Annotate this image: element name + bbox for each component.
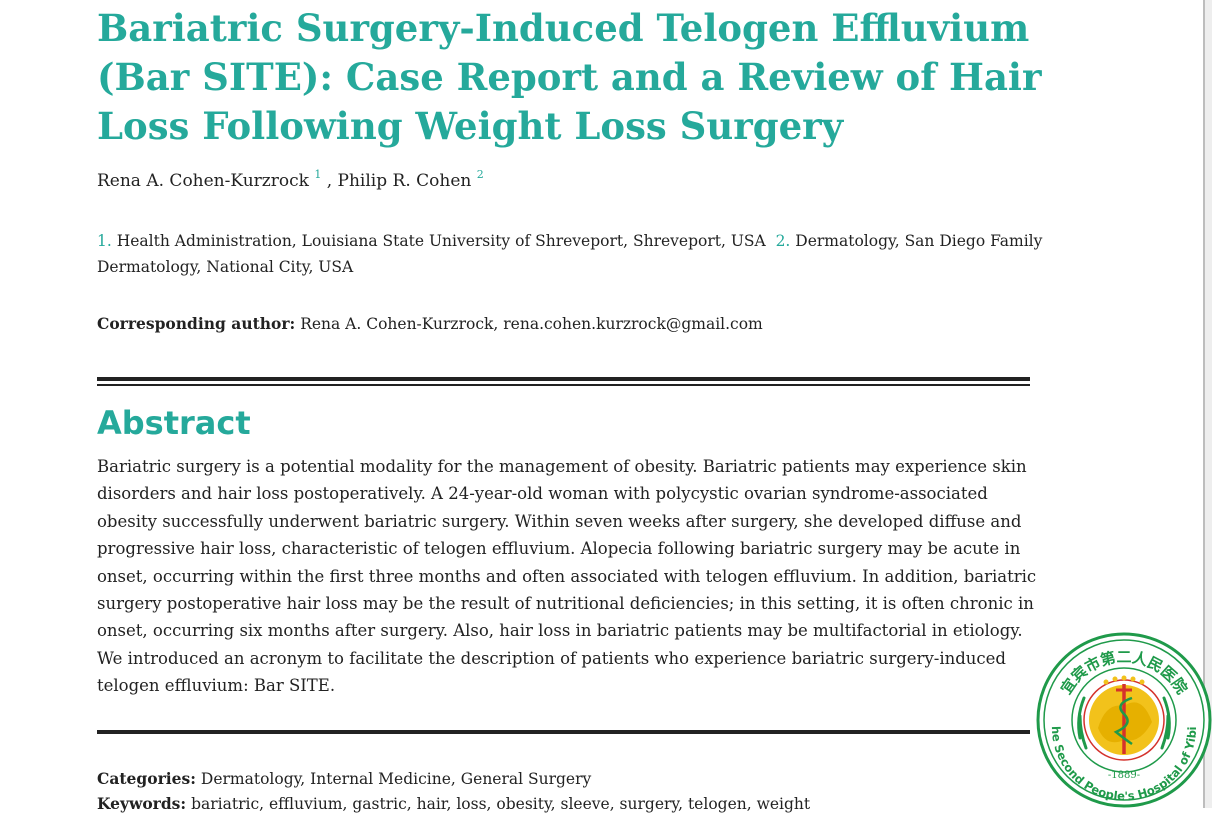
- author-list: Rena A. Cohen-Kurzrock 1 , Philip R. Coh…: [97, 167, 484, 197]
- affiliation-number: 1.: [97, 232, 112, 250]
- affiliation-text: Dermatology, San Diego Family Dermatolog…: [97, 232, 1043, 276]
- keywords-text: bariatric, effluvium, gastric, hair, los…: [191, 795, 811, 813]
- affiliation-ref[interactable]: 1: [314, 168, 322, 181]
- author-name: Philip R. Cohen: [337, 171, 472, 191]
- corresponding-author-text[interactable]: Rena A. Cohen-Kurzrock, rena.cohen.kurzr…: [300, 315, 763, 333]
- section-divider: [97, 377, 1030, 381]
- hospital-seal-icon: 宜宾市第二人民医院 The Second People's Hospital o…: [1036, 632, 1212, 808]
- affiliation-text: Health Administration, Louisiana State U…: [116, 232, 766, 250]
- categories-text: Dermatology, Internal Medicine, General …: [200, 770, 592, 788]
- author-separator: ,: [326, 171, 338, 191]
- article-title: Bariatric Surgery-Induced Telogen Effluv…: [97, 6, 1042, 148]
- seal-year: -1889-: [1108, 770, 1140, 781]
- section-divider: [97, 730, 1030, 734]
- categories: Categories: Dermatology, Internal Medici…: [97, 767, 591, 791]
- affiliation-number: 2.: [775, 232, 791, 250]
- section-divider: [97, 384, 1030, 386]
- categories-label: Categories:: [97, 769, 196, 788]
- page-edge: [1203, 0, 1205, 808]
- abstract-heading: Abstract: [97, 404, 251, 442]
- keywords-label: Keywords:: [97, 794, 187, 813]
- abstract-text: Bariatric surgery is a potential modalit…: [97, 457, 1037, 696]
- corresponding-author: Corresponding author: Rena A. Cohen-Kurz…: [97, 312, 763, 336]
- viewer-gutter: [1205, 0, 1212, 808]
- affiliations: 1. Health Administration, Louisiana Stat…: [97, 228, 1057, 280]
- keywords: Keywords: bariatric, effluvium, gastric,…: [97, 792, 810, 816]
- corresponding-author-label: Corresponding author:: [97, 314, 296, 333]
- affiliation-ref[interactable]: 2: [476, 168, 484, 181]
- author-name: Rena A. Cohen-Kurzrock: [97, 171, 309, 191]
